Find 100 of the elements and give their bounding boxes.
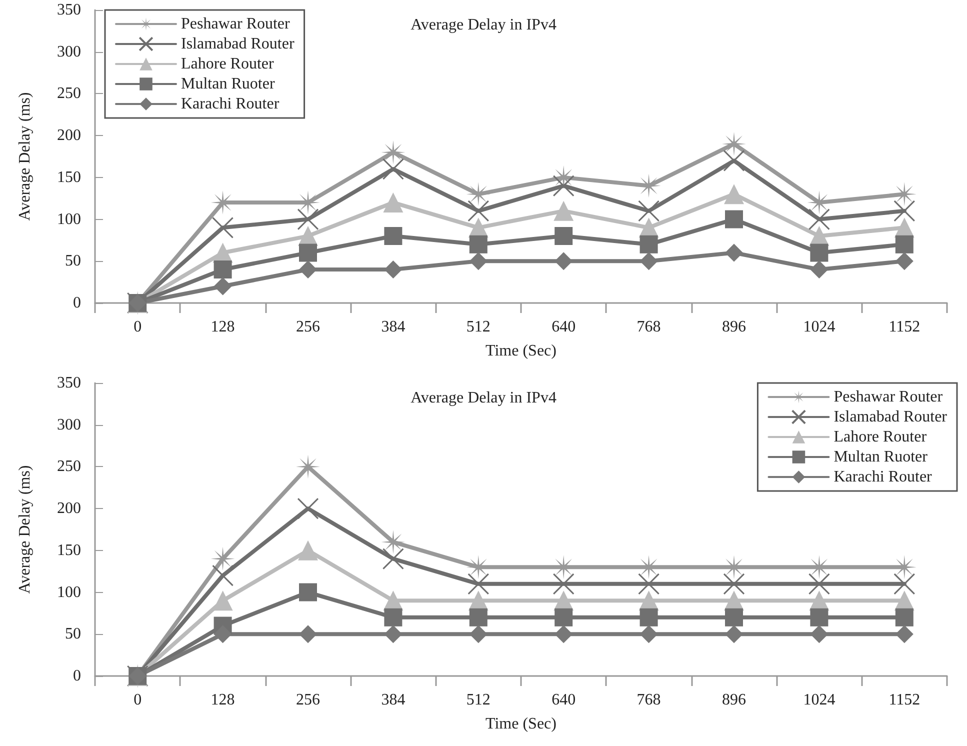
x-tick-label: 512: [466, 318, 490, 336]
point: [384, 608, 402, 626]
y-tick-label: 250: [57, 458, 81, 476]
point: [296, 454, 320, 479]
point: [297, 208, 319, 230]
point: [299, 583, 317, 602]
y-tick-label: 0: [73, 668, 81, 684]
y-tick-label: 50: [65, 252, 81, 270]
legend-label: Lahore Router: [181, 56, 275, 72]
point: [725, 244, 743, 262]
y-axis-title: Average Delay (ms): [16, 92, 34, 221]
point: [210, 546, 235, 571]
point: [640, 252, 658, 270]
point: [554, 227, 573, 246]
legend-label: Islamabad Router: [181, 36, 295, 52]
point: [214, 260, 232, 279]
point: [381, 530, 406, 554]
point: [895, 608, 914, 626]
point: [299, 260, 317, 279]
point: [383, 192, 404, 213]
point: [554, 252, 573, 270]
x-tick-label: 128: [210, 318, 235, 336]
y-axis-title: Average Delay (ms): [16, 465, 34, 594]
legend-label: Peshawar Router: [181, 16, 291, 32]
point: [381, 140, 406, 164]
y-tick-label: 350: [57, 2, 81, 18]
point: [810, 625, 828, 644]
legend-label: Peshawar Router: [834, 388, 944, 406]
x-tick-label: 256: [296, 318, 320, 336]
x-tick-label: 0: [134, 318, 142, 336]
y-tick-label: 0: [73, 294, 81, 312]
point: [469, 608, 488, 626]
x-tick-label: 512: [466, 692, 490, 708]
y-tick-label: 250: [57, 85, 81, 102]
y-tick-label: 100: [57, 584, 81, 601]
legend-label: Multan Ruoter: [834, 448, 928, 466]
point: [469, 235, 488, 254]
x-tick-label: 128: [210, 692, 235, 708]
point: [552, 175, 574, 197]
point: [895, 625, 914, 644]
point: [469, 625, 488, 644]
legend-label: Lahore Router: [834, 428, 928, 446]
y-tick-label: 200: [57, 500, 81, 518]
point: [638, 200, 660, 222]
x-axis-title: Time (Sec): [486, 342, 556, 360]
y-tick-label: 150: [57, 542, 81, 559]
legend-label: Karachi Router: [834, 468, 933, 486]
point: [723, 150, 745, 172]
point: [554, 625, 573, 644]
point: [469, 252, 488, 270]
x-tick-label: 1024: [803, 318, 836, 336]
point: [554, 200, 574, 221]
x-tick-label: 256: [296, 692, 320, 708]
y-tick-label: 300: [57, 416, 81, 434]
x-tick-label: 384: [381, 692, 406, 708]
point: [640, 235, 658, 254]
point: [212, 216, 234, 238]
point: [640, 625, 658, 644]
point: [214, 625, 232, 644]
point: [722, 132, 746, 156]
point: [895, 252, 914, 270]
point: [298, 540, 318, 560]
point: [384, 227, 402, 246]
point: [808, 573, 830, 595]
x-tick-label: 1152: [888, 318, 920, 336]
point: [725, 210, 743, 228]
point: [299, 244, 317, 262]
point: [212, 564, 234, 586]
point: [384, 625, 402, 644]
y-tick-label: 150: [57, 168, 81, 186]
x-tick-label: 896: [722, 692, 746, 708]
x-tick-label: 384: [381, 318, 406, 336]
y-tick-label: 300: [57, 43, 81, 60]
point: [723, 573, 745, 595]
point: [468, 200, 490, 222]
legend-label: Multan Ruoter: [181, 76, 276, 92]
y-tick-label: 50: [65, 626, 81, 643]
point: [466, 182, 490, 206]
point: [725, 608, 743, 626]
point: [725, 625, 743, 644]
point: [808, 208, 830, 230]
point: [724, 184, 744, 204]
y-tick-label: 350: [57, 374, 81, 392]
point: [212, 590, 233, 611]
point: [638, 573, 660, 595]
x-tick-label: 640: [552, 318, 576, 336]
point: [552, 573, 574, 595]
x-tick-label: 768: [636, 318, 661, 336]
point: [382, 548, 404, 570]
point: [894, 200, 916, 222]
point: [384, 260, 402, 279]
x-tick-label: 1152: [888, 692, 920, 708]
legend-label: Karachi Router: [181, 96, 280, 112]
point: [299, 625, 317, 644]
point: [810, 260, 828, 279]
legend-label: Islamabad Router: [834, 408, 948, 426]
point: [382, 158, 404, 180]
point: [214, 277, 232, 296]
x-tick-label: 1024: [803, 692, 836, 708]
point: [554, 608, 573, 626]
